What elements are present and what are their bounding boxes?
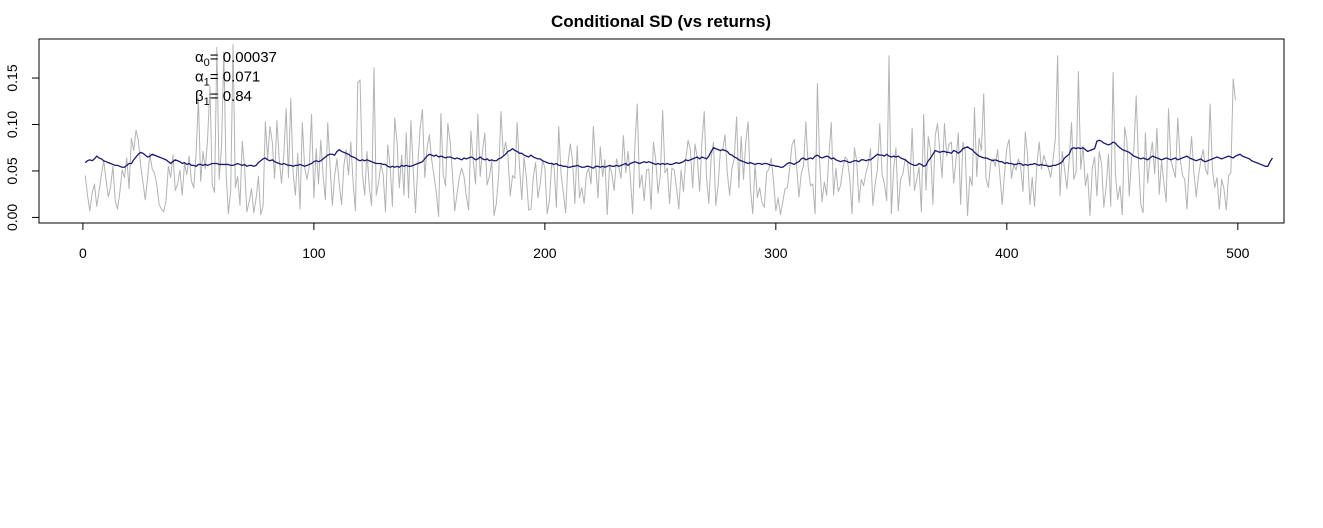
y-axis: 0.00 0.05 0.10 0.15 xyxy=(4,64,40,231)
parameter-annotation: α1= 0.071 xyxy=(195,69,260,89)
x-tick-label: 300 xyxy=(764,245,788,261)
parameter-annotation: β1= 0.84 xyxy=(195,88,252,108)
x-tick-label: 400 xyxy=(995,245,1019,261)
y-tick-label: 0.00 xyxy=(4,204,20,231)
x-tick-label: 500 xyxy=(1226,245,1250,261)
parameter-annotation: α0= 0.00037 xyxy=(195,49,277,69)
x-tick-label: 100 xyxy=(302,245,326,261)
conditional-sd-line xyxy=(84,139,1274,169)
x-axis: 0 100 200 300 400 500 xyxy=(79,222,1250,261)
x-tick-label: 0 xyxy=(79,245,87,261)
chart-title: Conditional SD (vs returns) xyxy=(551,12,771,31)
returns-line xyxy=(84,44,1236,217)
y-tick-label: 0.10 xyxy=(4,111,20,138)
y-tick-label: 0.15 xyxy=(4,64,20,91)
x-tick-label: 200 xyxy=(533,245,557,261)
series-layer xyxy=(84,44,1274,217)
y-tick-label: 0.05 xyxy=(4,157,20,184)
